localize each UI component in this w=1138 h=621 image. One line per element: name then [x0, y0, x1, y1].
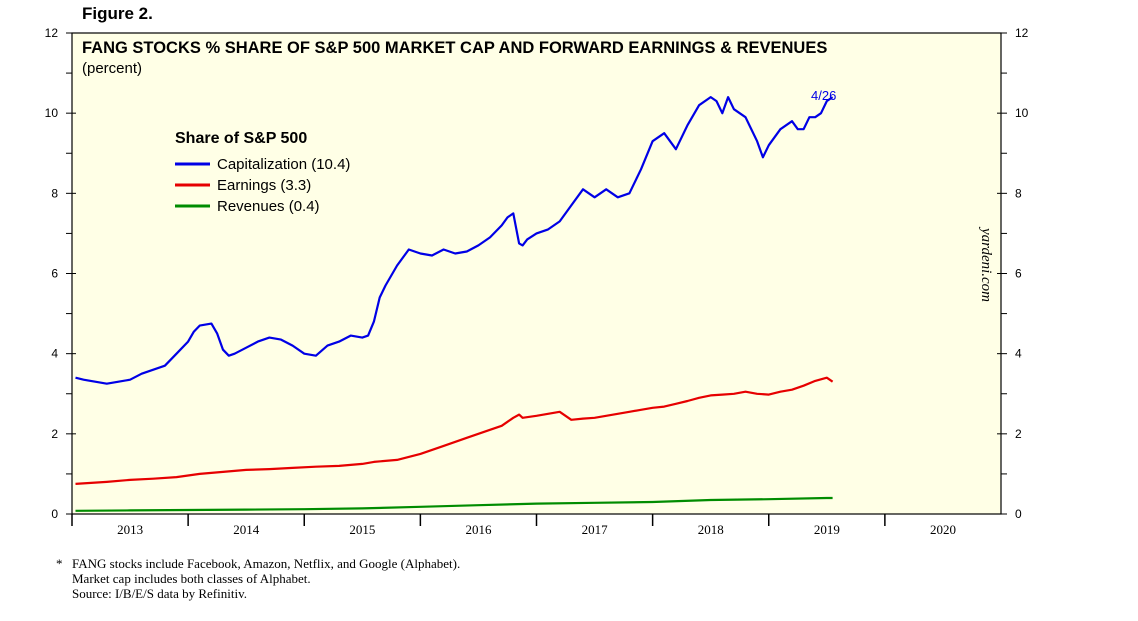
y-tick-label-right: 4: [1015, 347, 1022, 361]
y-tick-label-right: 0: [1015, 507, 1022, 521]
series-line: [75, 376, 834, 485]
watermark-yardeni: yardeni.com: [978, 226, 994, 302]
x-tick-label: 2013: [117, 522, 143, 537]
legend-label: Capitalization (10.4): [217, 156, 350, 173]
y-tick-label-left: 6: [51, 267, 58, 281]
y-tick-label-left: 0: [51, 507, 58, 521]
y-tick-label-left: 4: [51, 347, 58, 361]
axis-ticks: 0 0 2 2 4 4 6 6 8 8 10 10 12 12 2013 2014 2015 2016 2017 20…: [45, 26, 1029, 537]
y-tick-label-left: 12: [45, 26, 59, 40]
legend-label: Earnings (3.3): [217, 177, 311, 194]
chart-title: FANG STOCKS % SHARE OF S&P 500 MARKET CA…: [82, 39, 827, 57]
y-tick-label-right: 12: [1015, 26, 1029, 40]
x-tick-label: 2020: [930, 522, 956, 537]
footnote: * FANG stocks include Facebook, Amazon, …: [56, 556, 460, 601]
series-line: [75, 496, 833, 512]
x-tick-label: 2019: [814, 522, 840, 537]
legend-label: Revenues (0.4): [217, 198, 320, 215]
footnote-line: Market cap includes both classes of Alph…: [72, 571, 311, 586]
plot-background: [71, 32, 1002, 515]
x-tick-label: 2017: [582, 522, 609, 537]
footnote-marker: *: [56, 556, 63, 571]
chart-subtitle: (percent): [82, 60, 142, 77]
series-layer: [75, 95, 834, 512]
y-tick-label-left: 10: [45, 106, 59, 120]
x-tick-label: 2015: [349, 522, 375, 537]
x-tick-label: 2016: [465, 522, 492, 537]
y-tick-label-left: 2: [51, 427, 58, 441]
footnote-line: Source: I/B/E/S data by Refinitiv.: [72, 586, 247, 601]
y-tick-label-right: 10: [1015, 106, 1029, 120]
y-tick-label-left: 8: [51, 186, 58, 200]
footnote-line: FANG stocks include Facebook, Amazon, Ne…: [72, 556, 461, 571]
figure-label: Figure 2.: [82, 4, 153, 23]
y-tick-label-right: 2: [1015, 427, 1022, 441]
end-date-annotation: 4/26: [811, 88, 836, 103]
x-tick-label: 2014: [233, 522, 260, 537]
y-tick-label-right: 8: [1015, 186, 1022, 200]
series-line: [75, 95, 834, 385]
x-tick-label: 2018: [698, 522, 724, 537]
legend-title: Share of S&P 500: [175, 130, 307, 147]
legend: Capitalization (10.4) Earnings (3.3) Reven…: [175, 156, 350, 215]
y-tick-label-right: 6: [1015, 267, 1022, 281]
